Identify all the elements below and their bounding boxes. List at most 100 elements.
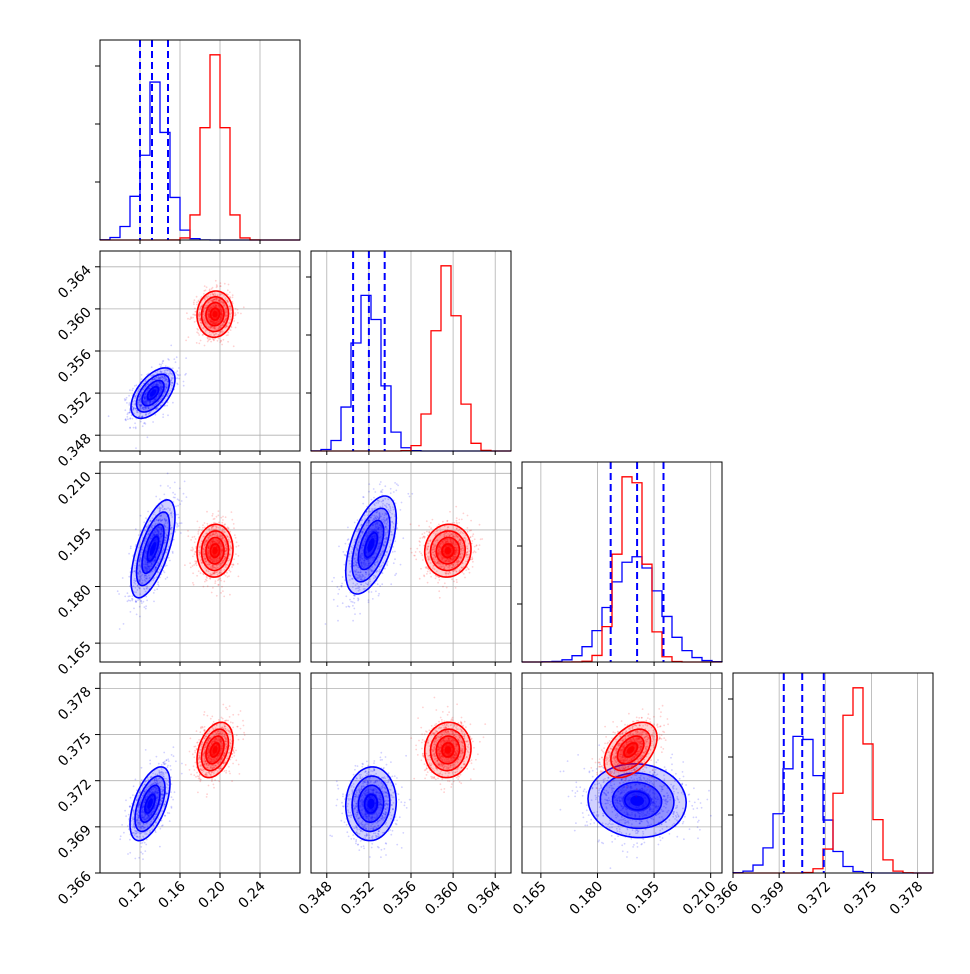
sample-point [230,329,232,331]
sample-point [155,414,157,416]
sample-point [394,540,396,542]
sample-point [197,533,199,535]
sample-point [165,365,167,367]
sample-point [222,519,224,521]
sample-point [211,515,213,517]
sample-point [390,488,392,490]
sample-point [162,362,164,364]
sample-point [124,400,126,402]
sample-point [217,340,219,342]
sample-point [167,473,169,475]
sample-point [209,578,211,580]
sample-point [174,482,176,484]
sample-point [127,596,129,598]
sample-point [215,580,217,582]
sample-point [189,318,191,320]
sample-point [163,570,165,572]
sample-point [423,575,425,577]
sample-point [138,534,140,536]
sample-point [133,608,135,610]
histogram-panel-2 [306,251,511,451]
histogram-panel-3 [517,462,722,662]
sample-point [156,588,158,590]
sample-point [368,491,370,493]
sample-point [176,526,178,528]
sample-point [192,314,194,316]
sample-point [442,586,444,588]
sample-point [172,367,174,369]
sample-point [400,509,402,511]
sample-point [397,485,399,487]
panel-content [117,450,240,630]
sample-point [194,308,196,310]
sample-point [341,583,343,585]
sample-point [143,521,145,523]
sample-point [232,297,234,299]
sample-point [233,527,235,529]
sample-point [342,576,344,578]
sample-point [373,488,375,490]
sample-point [384,485,386,487]
sample-point [139,599,141,601]
sample-point [192,536,194,538]
sample-point [237,563,239,565]
sample-point [126,416,128,418]
sample-point [196,328,198,330]
sample-point [206,576,208,578]
sample-point [395,573,397,575]
sample-point [418,525,420,527]
sample-point [174,494,176,496]
sample-point [223,596,225,598]
sample-point [129,389,131,391]
sample-point [243,306,245,308]
sample-point [203,293,205,295]
sample-point [135,426,137,428]
sample-point [427,582,429,584]
sample-point [354,602,356,604]
sample-point [177,514,179,516]
sample-point [128,395,130,397]
sample-point [220,592,222,594]
sample-point [217,515,219,517]
sample-point [338,589,340,591]
sample-point [349,606,351,608]
sample-point [214,518,216,520]
sample-point [362,503,364,505]
sample-point [193,303,195,305]
sample-point [179,503,181,505]
sample-point [419,578,421,580]
sample-point [190,567,192,569]
sample-point [231,566,233,568]
sample-point [228,569,230,571]
sample-point [411,552,413,554]
sample-point [177,523,179,525]
sample-point [177,505,179,507]
sample-point [230,571,232,573]
sample-point [129,418,131,420]
sample-point [216,516,218,518]
sample-point [176,370,178,372]
sample-point [206,580,208,582]
histogram-panel-1 [95,40,300,240]
sample-point [221,586,223,588]
sample-point [124,596,126,598]
sample-point [384,568,386,570]
sample-point [176,356,178,358]
sample-point [179,374,181,376]
sample-point [200,340,202,342]
sample-point [221,522,223,524]
sample-point [204,345,206,347]
sample-point [127,413,129,415]
sample-point [160,485,162,487]
scatter-panel-r1-c0 [100,251,300,451]
sample-point [202,527,204,529]
sample-point [196,331,198,333]
sample-point [146,600,148,602]
sample-point [368,601,370,603]
sample-point [151,366,153,368]
sample-point [209,289,211,291]
sample-point [127,418,129,420]
sample-point [145,423,147,425]
sample-point [124,409,126,411]
